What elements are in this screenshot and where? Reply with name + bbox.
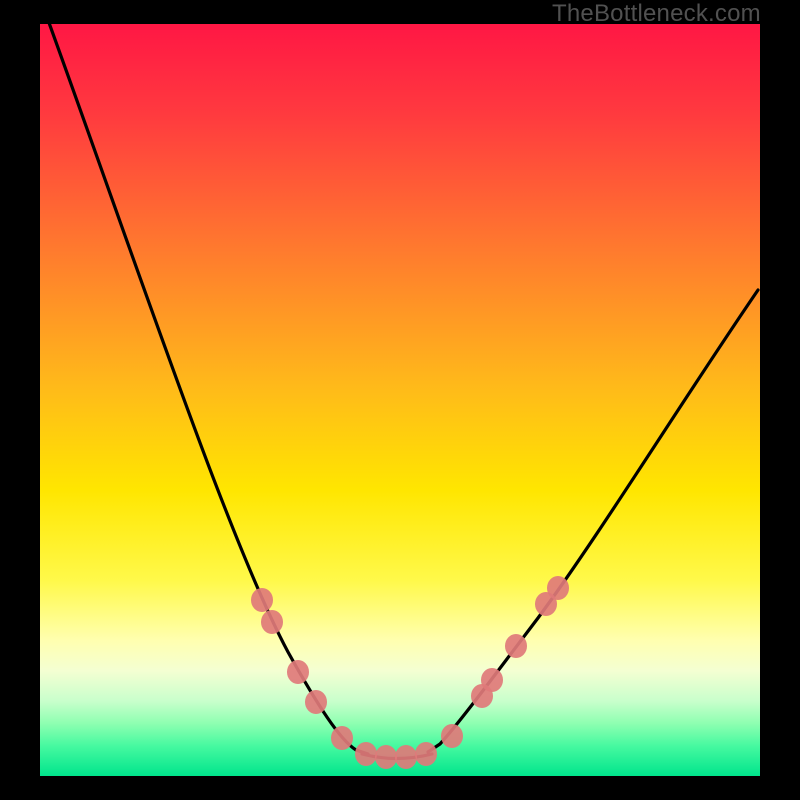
border-bottom [0, 776, 800, 800]
marker-right [441, 724, 463, 748]
marker-right [547, 576, 569, 600]
marker-left [251, 588, 273, 612]
chart-svg [40, 24, 760, 776]
marker-left [261, 610, 283, 634]
marker-bottom [375, 745, 397, 769]
marker-bottom [395, 745, 417, 769]
curve-left [48, 24, 368, 754]
marker-left [331, 726, 353, 750]
marker-bottom [355, 742, 377, 766]
marker-left [287, 660, 309, 684]
marker-right [505, 634, 527, 658]
plot-area [40, 24, 760, 776]
chart-frame: TheBottleneck.com [0, 0, 800, 800]
marker-right [481, 668, 503, 692]
curve-right [428, 290, 758, 752]
marker-left [305, 690, 327, 714]
border-right [760, 0, 800, 800]
border-left [0, 0, 40, 800]
marker-bottom [415, 742, 437, 766]
